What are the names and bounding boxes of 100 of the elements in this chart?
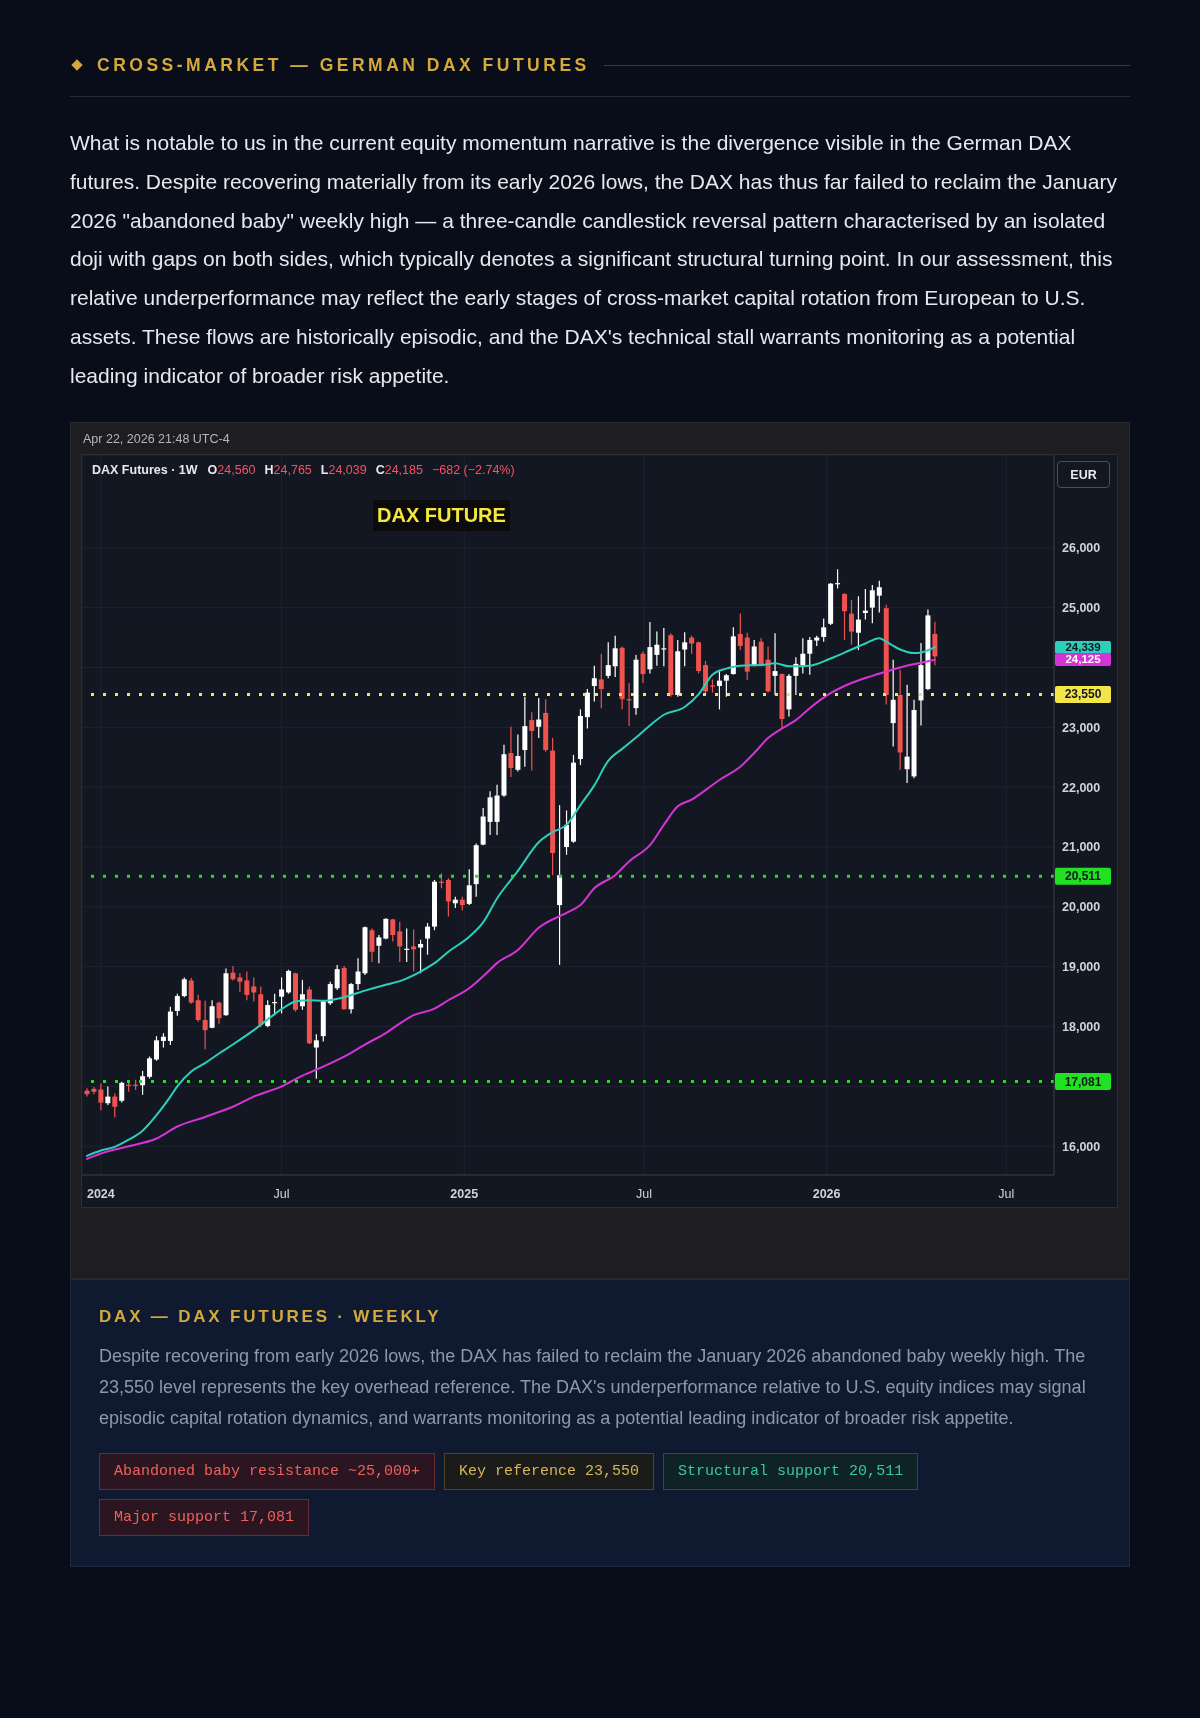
annotation: 24,765 xyxy=(273,463,312,477)
candlestick xyxy=(682,631,688,667)
candlestick xyxy=(508,726,514,778)
candlestick xyxy=(202,1000,208,1050)
x-tick-label: Jul xyxy=(273,1187,290,1201)
candlestick xyxy=(369,927,375,963)
candlestick xyxy=(640,650,646,684)
candlestick xyxy=(932,621,938,666)
annotation: −682 (−2.74%) xyxy=(431,463,515,477)
text: Despite recovering from early 2026 lows, the DAX has failed to reclaim the January 2026 abandoned baby weekly high. The 23,550 level represents the key overhead reference. The DAX's underperformance relative to U.S. equity indices may signal episodic capital rotation dynamics, and warrants monitoring as a potential leading indicator of broader risk appetite. xyxy=(99,1345,1087,1430)
text: Structural support 20,511 xyxy=(663,1453,919,1490)
candlestick xyxy=(772,632,778,696)
candlestick xyxy=(105,1085,111,1106)
candlestick xyxy=(237,972,243,993)
candlestick xyxy=(411,929,417,973)
y-axis-title: EUR xyxy=(1057,461,1110,488)
text: Abandoned baby resistance ~25,000+ xyxy=(99,1453,436,1490)
y-tick-label: 16,000 xyxy=(1062,1139,1101,1154)
candlestick xyxy=(515,733,521,773)
annotation: 24,185 xyxy=(384,463,423,477)
y-tick-label: 23,000 xyxy=(1062,720,1101,735)
candlestick xyxy=(605,641,611,679)
candlestick xyxy=(904,684,910,784)
candlestick xyxy=(869,584,875,624)
x-tick-label: 2024 xyxy=(86,1187,115,1201)
candlestick xyxy=(855,595,861,651)
annotation: O xyxy=(207,463,218,477)
candlestick xyxy=(230,965,236,982)
candlestick xyxy=(244,970,250,1001)
candlestick xyxy=(647,621,653,675)
candlestick xyxy=(716,669,722,710)
candlestick xyxy=(195,994,201,1023)
candlestick xyxy=(661,627,667,667)
y-tick-label: 19,000 xyxy=(1062,960,1101,975)
candlestick xyxy=(216,1000,222,1025)
candlestick xyxy=(376,934,382,964)
annotation: DAX Futures · 1W xyxy=(92,463,198,477)
candlestick xyxy=(890,659,896,748)
candlestick xyxy=(466,868,472,906)
ref-line-label: 20,511 xyxy=(1064,869,1102,884)
y-tick-label: 25,000 xyxy=(1062,601,1101,616)
candlestick xyxy=(591,665,597,703)
candlestick xyxy=(147,1055,153,1080)
text: Major support 17,081 xyxy=(99,1499,310,1536)
candlestick xyxy=(112,1093,118,1119)
chart-subtitle: What is notable to us in the current equity momentum narrative is the divergence visible in the German DAX futures. Despite recovering materially from its early 2026 lows, the DAX has thus far failed to reclaim the January 2026 "abandoned baby" weekly high — a three-candle candlestick reversal pattern characterised by an isolated doji with gaps on both sides, which typically denotes a significant structural turning point. In our assessment, this relative underperformance may reflect the early stages of cross-market capital rotation from European to U.S. assets. These flows are historically episodic, and the DAX's technical stall warrants monitoring as a potential leading indicator of broader risk appetite. xyxy=(70,130,1118,389)
candlestick xyxy=(536,697,542,739)
candlestick xyxy=(153,1035,159,1062)
candlestick xyxy=(876,580,882,614)
text: Key reference 23,550 xyxy=(444,1453,655,1490)
text: 24,125 xyxy=(1055,653,1111,667)
annotation: H xyxy=(264,463,274,477)
candlestick xyxy=(654,630,660,667)
candlestick xyxy=(848,599,854,646)
ref-line-label: 23,550 xyxy=(1064,687,1102,702)
x-tick-label: 2026 xyxy=(812,1187,841,1201)
y-tick-label: 20,000 xyxy=(1062,900,1101,915)
candlestick xyxy=(821,617,827,643)
annotation: C xyxy=(375,463,385,477)
candlestick xyxy=(425,922,431,956)
chart-title: CROSS-MARKET — GERMAN DAX FUTURES xyxy=(97,54,590,76)
x-tick-label: Jul xyxy=(635,1187,652,1201)
candlestick xyxy=(564,809,570,856)
x-tick-label: Jul xyxy=(998,1187,1015,1201)
candlestick xyxy=(842,592,848,641)
candlestick xyxy=(529,711,535,772)
candlestick xyxy=(800,637,806,675)
candlestick xyxy=(279,976,285,1014)
candlestick xyxy=(181,976,187,998)
text: DAX — DAX FUTURES · WEEKLY xyxy=(99,1307,442,1327)
candlestick xyxy=(397,921,403,963)
candlestick xyxy=(174,993,180,1017)
ref-line-label: 17,081 xyxy=(1064,1074,1102,1089)
candlestick xyxy=(723,673,729,698)
candlestick xyxy=(758,637,764,667)
candlestick xyxy=(286,969,292,995)
candlestick xyxy=(188,977,194,1005)
annotation: L xyxy=(320,463,329,477)
x-tick-label: 2025 xyxy=(450,1187,479,1201)
candlestick xyxy=(313,1033,319,1080)
candlestick xyxy=(209,999,215,1029)
text: 24,339 xyxy=(1055,640,1111,654)
candlestick xyxy=(98,1082,104,1111)
candlestick xyxy=(612,635,618,678)
annotation: 24,560 xyxy=(217,463,256,477)
y-tick-label: 26,000 xyxy=(1062,541,1101,556)
candlestick xyxy=(598,653,604,709)
y-tick-label: 21,000 xyxy=(1062,840,1101,855)
y-tick-label: 18,000 xyxy=(1062,1020,1101,1035)
y-tick-label: 22,000 xyxy=(1062,780,1101,795)
annotation: DAX FUTURE xyxy=(373,500,510,531)
candlestick xyxy=(445,877,451,918)
candlestick xyxy=(334,964,340,991)
text: Apr 22, 2026 21:48 UTC-4 xyxy=(83,432,230,446)
candlestick xyxy=(807,636,813,676)
candlestick xyxy=(251,976,257,1003)
candlestick xyxy=(737,613,743,651)
annotation: 24,039 xyxy=(328,463,367,477)
candlestick xyxy=(119,1081,125,1104)
candlestick xyxy=(522,696,528,768)
